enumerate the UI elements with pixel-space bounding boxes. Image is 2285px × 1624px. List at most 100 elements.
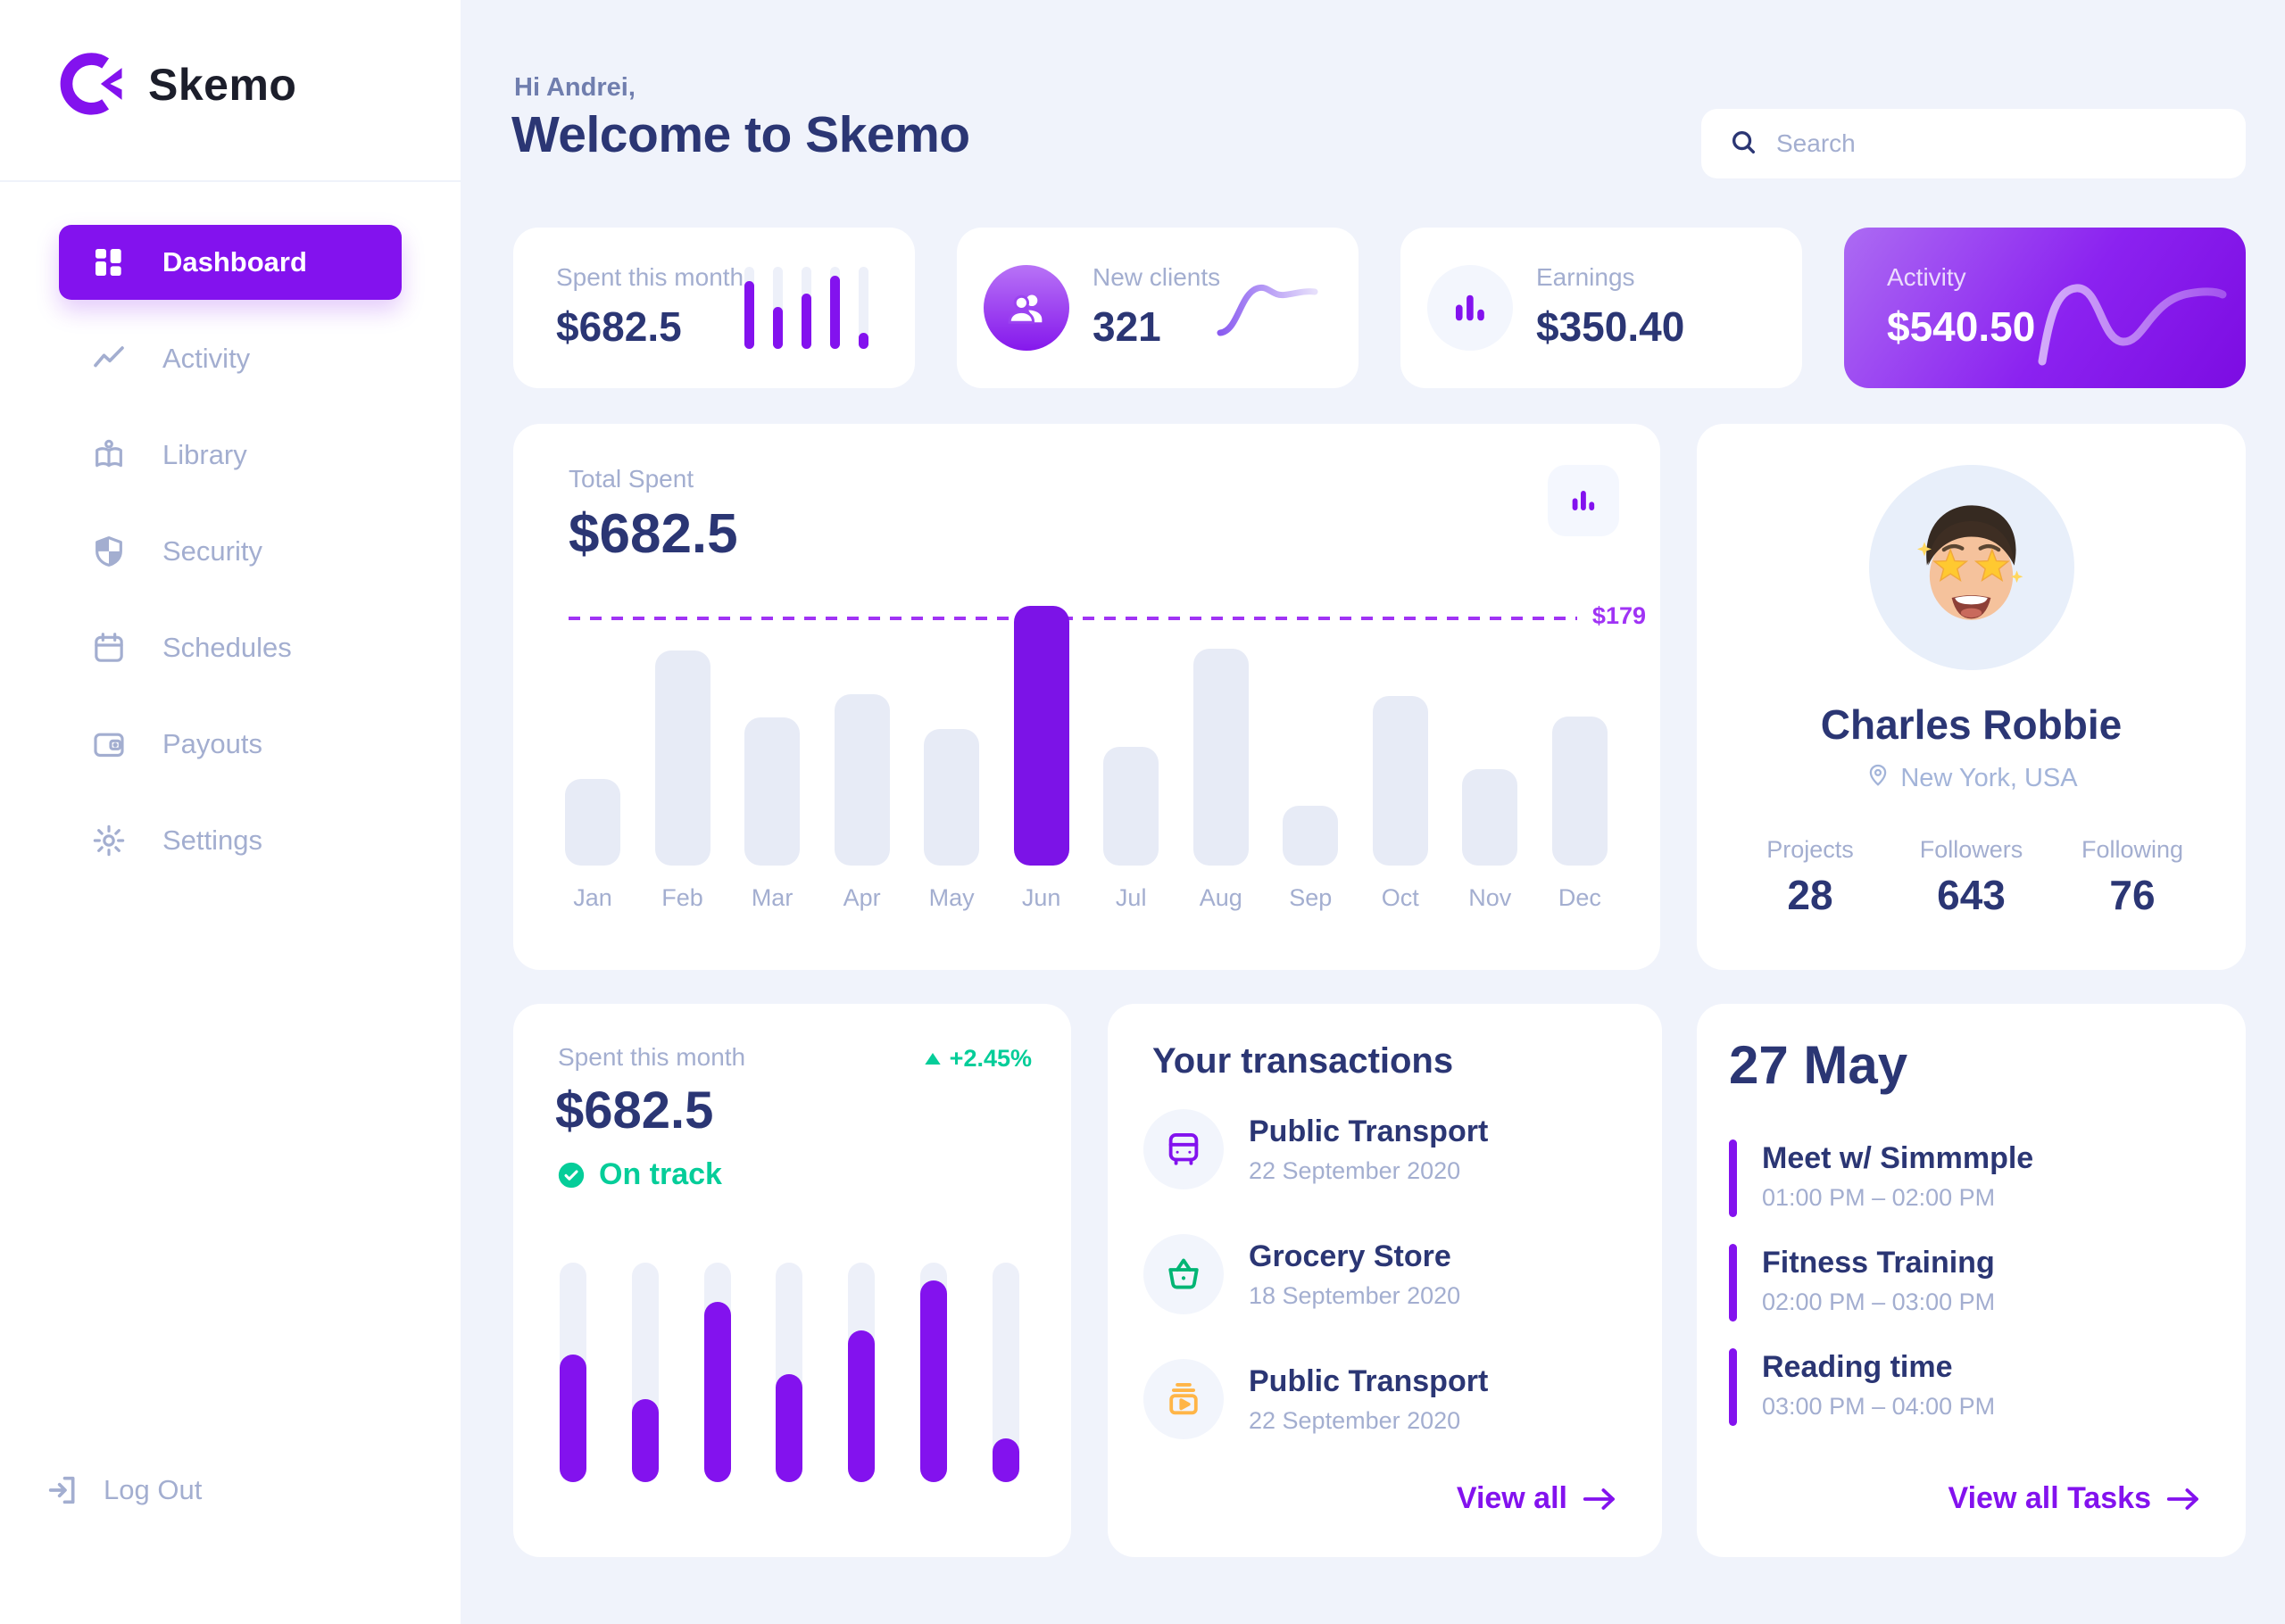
change-badge: +2.45% xyxy=(925,1045,1032,1073)
mini-bar-fill xyxy=(859,333,868,349)
progress-bar-fill xyxy=(560,1355,586,1482)
sidebar-item-settings[interactable]: Settings xyxy=(59,803,402,878)
profile-stat-projects: Projects 28 xyxy=(1743,836,1877,919)
total-spent-card: Total Spent $682.5 $179 Jan Feb Mar Apr May J… xyxy=(513,424,1660,970)
sidebar-item-activity[interactable]: Activity xyxy=(59,321,402,396)
mini-bar-track xyxy=(802,267,811,349)
app-logo: Skemo xyxy=(57,48,296,121)
sidebar-item-label: Schedules xyxy=(162,632,292,663)
logout-label: Log Out xyxy=(104,1474,203,1505)
chart-bar-aug xyxy=(1192,649,1249,866)
stat-label: Earnings xyxy=(1536,263,1635,291)
chart-options-button[interactable] xyxy=(1548,465,1619,536)
task-text: Meet w/ Simmmple 01:00 PM – 02:00 PM xyxy=(1762,1139,2033,1217)
profile-stat-value: 76 xyxy=(2109,872,2156,918)
greeting-text: Hi Andrei, xyxy=(514,73,636,102)
check-circle-icon xyxy=(558,1162,585,1188)
profile-stat-label: Projects xyxy=(1766,836,1854,863)
transaction-date: 22 September 2020 xyxy=(1249,1156,1461,1184)
chart-month-label: Aug xyxy=(1199,884,1242,911)
total-spent-label: Total Spent xyxy=(569,465,694,493)
chart-bar-feb xyxy=(654,650,710,866)
stat-value: $540.50 xyxy=(1887,303,2036,350)
location-pin-icon xyxy=(1865,761,1891,795)
task-title: Reading time xyxy=(1762,1350,1953,1384)
stat-card-activity: Activity $540.50 xyxy=(1844,228,2246,388)
profile-location: New York, USA xyxy=(1900,763,2078,792)
chart-bar-apr xyxy=(834,694,890,866)
mini-bar-chart xyxy=(744,267,868,349)
profile-stat-followers: Followers 643 xyxy=(1905,836,2039,919)
sidebar-item-label: Dashboard xyxy=(162,246,307,278)
clients-sparkline xyxy=(1213,267,1334,348)
subscription-icon xyxy=(1143,1359,1224,1439)
book-icon xyxy=(91,437,127,473)
sidebar-item-payouts[interactable]: Payouts xyxy=(59,707,402,782)
month-axis-labels: Jan Feb Mar Apr May Jun Jul Aug Sep Oct Nov Dec xyxy=(565,884,1608,912)
profile-stats: Projects 28 Followers 643 Following 76 xyxy=(1743,836,2199,919)
view-all-tasks-link[interactable]: View all Tasks xyxy=(1948,1481,2201,1516)
profile-stat-following: Following 76 xyxy=(2065,836,2199,919)
shield-icon xyxy=(91,534,127,569)
stat-card-new-clients: New clients 321 xyxy=(957,228,1359,388)
sidebar-item-schedules[interactable]: Schedules xyxy=(59,610,402,685)
arrow-right-icon xyxy=(2166,1487,2198,1510)
total-spent-value: $682.5 xyxy=(569,503,738,565)
transaction-name: Grocery Store xyxy=(1249,1239,1451,1273)
progress-bar-fill xyxy=(703,1302,731,1482)
chart-month-label: Feb xyxy=(661,884,703,911)
chart-bar-jul xyxy=(1103,747,1159,866)
task-title: Fitness Training xyxy=(1762,1246,1995,1280)
stat-card-earnings: Earnings $350.40 xyxy=(1400,228,1802,388)
avatar-memoji xyxy=(1916,504,2023,620)
transactions-card: Your transactions Public Transport 22 Sep… xyxy=(1108,1004,1662,1557)
status-text: On track xyxy=(599,1157,722,1191)
profile-stat-value: 28 xyxy=(1787,872,1833,918)
task-time: 03:00 PM – 04:00 PM xyxy=(1762,1393,1996,1420)
threshold-label: $179 xyxy=(1591,602,1646,629)
calendar-icon xyxy=(91,630,127,666)
sidebar-nav: Dashboard Activity Library Security Schedule… xyxy=(59,225,402,899)
progress-bar-track xyxy=(703,1263,731,1482)
chart-month-label: Sep xyxy=(1289,884,1333,911)
view-all-transactions-link[interactable]: View all xyxy=(1457,1481,1617,1516)
change-value: +2.45% xyxy=(949,1045,1032,1072)
chart-bar-jan xyxy=(565,779,620,866)
bars-icon xyxy=(1427,265,1513,351)
sidebar: Skemo Dashboard Activity Library Security Sc… xyxy=(0,0,461,1624)
wallet-icon xyxy=(91,726,127,762)
task-text: Fitness Training 02:00 PM – 03:00 PM xyxy=(1762,1244,1995,1322)
sidebar-divider xyxy=(0,180,461,182)
mini-bar-fill xyxy=(830,276,840,349)
progress-bar-track xyxy=(776,1263,803,1482)
chart-month-label: Apr xyxy=(843,884,881,911)
sidebar-item-security[interactable]: Security xyxy=(59,514,402,589)
task-time: 02:00 PM – 03:00 PM xyxy=(1762,1288,1996,1315)
mini-bar-track xyxy=(830,267,840,349)
profile-stat-label: Following xyxy=(2081,836,2184,863)
progress-bar-fill xyxy=(776,1374,803,1482)
sidebar-item-library[interactable]: Library xyxy=(59,418,402,493)
chart-month-label: Oct xyxy=(1381,884,1419,911)
avatar xyxy=(1868,465,2074,670)
page-title: Welcome to Skemo xyxy=(511,106,970,163)
sidebar-item-label: Payouts xyxy=(162,728,263,759)
skemo-logo-icon xyxy=(57,48,130,121)
search-input[interactable] xyxy=(1776,129,2219,158)
task-accent-bar xyxy=(1729,1139,1737,1217)
chart-bar-dec xyxy=(1551,717,1608,866)
transactions-title: Your transactions xyxy=(1152,1041,1454,1081)
grid-icon xyxy=(91,244,127,280)
logout-button[interactable]: Log Out xyxy=(45,1472,202,1508)
search-icon xyxy=(1728,127,1758,162)
spent-month-value: $682.5 xyxy=(555,1081,714,1139)
stat-label: Spent this month xyxy=(556,263,744,291)
transaction-date: 22 September 2020 xyxy=(1249,1406,1461,1434)
sidebar-item-dashboard[interactable]: Dashboard xyxy=(59,225,402,300)
triangle-up-icon xyxy=(925,1053,941,1065)
stat-label: Activity xyxy=(1887,263,1966,291)
progress-bar-fill xyxy=(848,1330,876,1482)
profile-stat-value: 643 xyxy=(1937,872,2006,918)
chart-bar-jun xyxy=(1013,606,1069,866)
trend-icon xyxy=(91,341,127,377)
